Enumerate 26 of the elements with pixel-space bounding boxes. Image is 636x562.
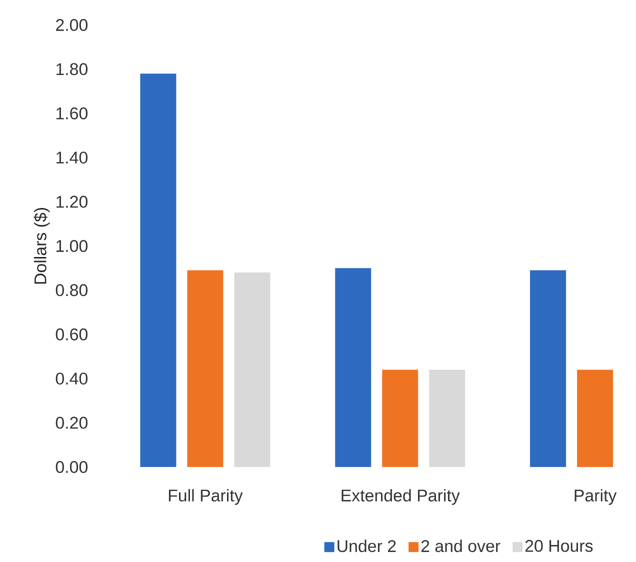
y-tick-label: 0.80 [56, 284, 88, 296]
x-tick-label: Extended Parity [342, 489, 460, 505]
y-tick-label: 1.00 [56, 240, 88, 252]
bar [382, 370, 418, 467]
x-tick-label: Parity [574, 489, 617, 505]
bar [530, 270, 566, 467]
bar [187, 270, 224, 467]
bar [429, 370, 466, 467]
legend-label: 20 Hours [525, 540, 593, 552]
y-tick-label: 2.00 [56, 18, 88, 31]
y-tick-label: 1.80 [56, 63, 88, 76]
legend-label: 2 and over [421, 540, 500, 552]
y-tick-label: 0.20 [56, 416, 88, 429]
y-tick-label: 0.40 [56, 372, 88, 385]
y-tick-label: 1.40 [56, 152, 88, 164]
x-tick-label: Full Parity [168, 489, 243, 505]
legend-label: Under 2 [338, 540, 396, 552]
y-tick-label: 0.00 [56, 460, 88, 473]
y-axis-title: Dollars ($) [34, 208, 50, 284]
bar [140, 74, 176, 467]
bar [335, 268, 372, 467]
bar [234, 272, 270, 467]
y-tick-label: 1.60 [56, 107, 88, 120]
y-tick-label: 1.20 [56, 196, 88, 208]
bar [577, 370, 614, 467]
y-tick-label: 0.60 [56, 328, 88, 340]
